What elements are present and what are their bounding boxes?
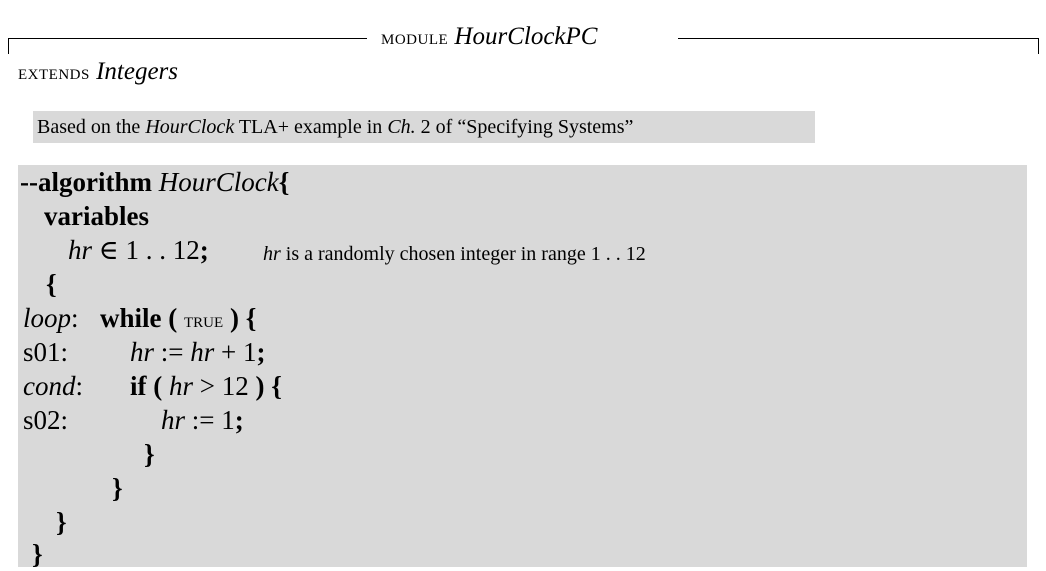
- comment-ch: Ch.: [387, 116, 416, 138]
- if-var: hr: [169, 371, 194, 401]
- header-rule-left: [8, 38, 367, 39]
- if-rest: > 12: [193, 371, 249, 401]
- close-body-brace: }: [56, 507, 67, 537]
- extends-name: Integers: [96, 58, 178, 85]
- header-rule-right: [678, 38, 1039, 39]
- assign1-op: :=: [154, 337, 191, 367]
- body-open-brace: {: [46, 269, 57, 299]
- algorithm-header-line: --algorithm HourClock{: [20, 165, 289, 199]
- assign2-semicolon: ;: [234, 405, 244, 435]
- close-if-brace: }: [144, 439, 155, 469]
- assign1-rhs-var: hr: [190, 337, 215, 367]
- label-cond-colon: :: [75, 371, 83, 401]
- comment-text: Based on the HourClock TLA+ example in C…: [37, 113, 633, 141]
- variables-keyword: variables: [44, 201, 149, 231]
- if-keyword: if: [130, 371, 147, 401]
- label-loop: loop:: [23, 301, 79, 335]
- algorithm-box: --algorithm HourClock{ variables hr ∈ 1 …: [18, 165, 1027, 569]
- close-algorithm-brace: }: [32, 539, 43, 569]
- module-header: module HourClockPC: [381, 18, 597, 56]
- label-cond: cond:: [23, 369, 83, 403]
- label-s02: s02:: [23, 405, 69, 435]
- algorithm-name: HourClock: [158, 167, 279, 197]
- var-decl-line: hr ∈ 1 . . 12;: [68, 233, 209, 267]
- while-paren-open: (: [168, 303, 178, 333]
- comment-suffix: 2 of “Specifying Systems”: [415, 116, 634, 138]
- comment-prefix: Based on the: [37, 116, 146, 138]
- comment-hourclock: HourClock: [145, 116, 235, 138]
- assign2-line: hr := 1;: [161, 403, 244, 437]
- while-open-brace: {: [245, 303, 257, 333]
- while-paren-close: ): [229, 303, 239, 333]
- extends-line: extends Integers: [18, 55, 178, 89]
- assign1-rhs-rest: + 1: [214, 337, 257, 367]
- assign2-lhs: hr: [161, 405, 186, 435]
- label-loop-text: loop: [23, 303, 72, 333]
- while-line: while ( true ) {: [100, 301, 256, 337]
- while-keyword: while: [100, 303, 162, 333]
- module-name: HourClockPC: [454, 23, 598, 50]
- if-line: if ( hr > 12 ) {: [130, 369, 282, 403]
- if-paren-open: (: [153, 371, 163, 401]
- comment-middle: TLA+ example in: [234, 116, 388, 138]
- header-rule-left-tick: [8, 38, 9, 54]
- var-comment-var: hr: [263, 243, 281, 265]
- comment-box: Based on the HourClock TLA+ example in C…: [33, 111, 815, 143]
- var-comment-text: is a randomly chosen integer in range 1 …: [280, 243, 646, 265]
- if-open-brace: {: [271, 371, 282, 401]
- close-while-brace: }: [112, 473, 123, 503]
- true-keyword: true: [184, 307, 224, 332]
- assign2-rest: := 1: [185, 405, 235, 435]
- assign1-line: hr := hr + 1;: [130, 335, 266, 369]
- assign1-semicolon: ;: [256, 337, 266, 367]
- var-decl-rest: ∈ 1 . . 12: [92, 235, 200, 265]
- label-cond-text: cond: [23, 371, 76, 401]
- label-loop-colon: :: [71, 303, 79, 333]
- algorithm-keyword: --algorithm: [20, 167, 152, 197]
- var-decl-var: hr: [68, 235, 93, 265]
- assign1-lhs: hr: [130, 337, 155, 367]
- var-decl-semicolon: ;: [199, 235, 209, 265]
- header-rule-right-tick: [1038, 38, 1039, 54]
- label-s01: s01:: [23, 337, 69, 367]
- extends-keyword: extends: [18, 59, 90, 84]
- var-comment: hr is a randomly chosen integer in range…: [263, 237, 646, 271]
- algorithm-open-brace: {: [278, 167, 290, 197]
- module-keyword: module: [381, 24, 449, 49]
- if-paren-close: ): [255, 371, 265, 401]
